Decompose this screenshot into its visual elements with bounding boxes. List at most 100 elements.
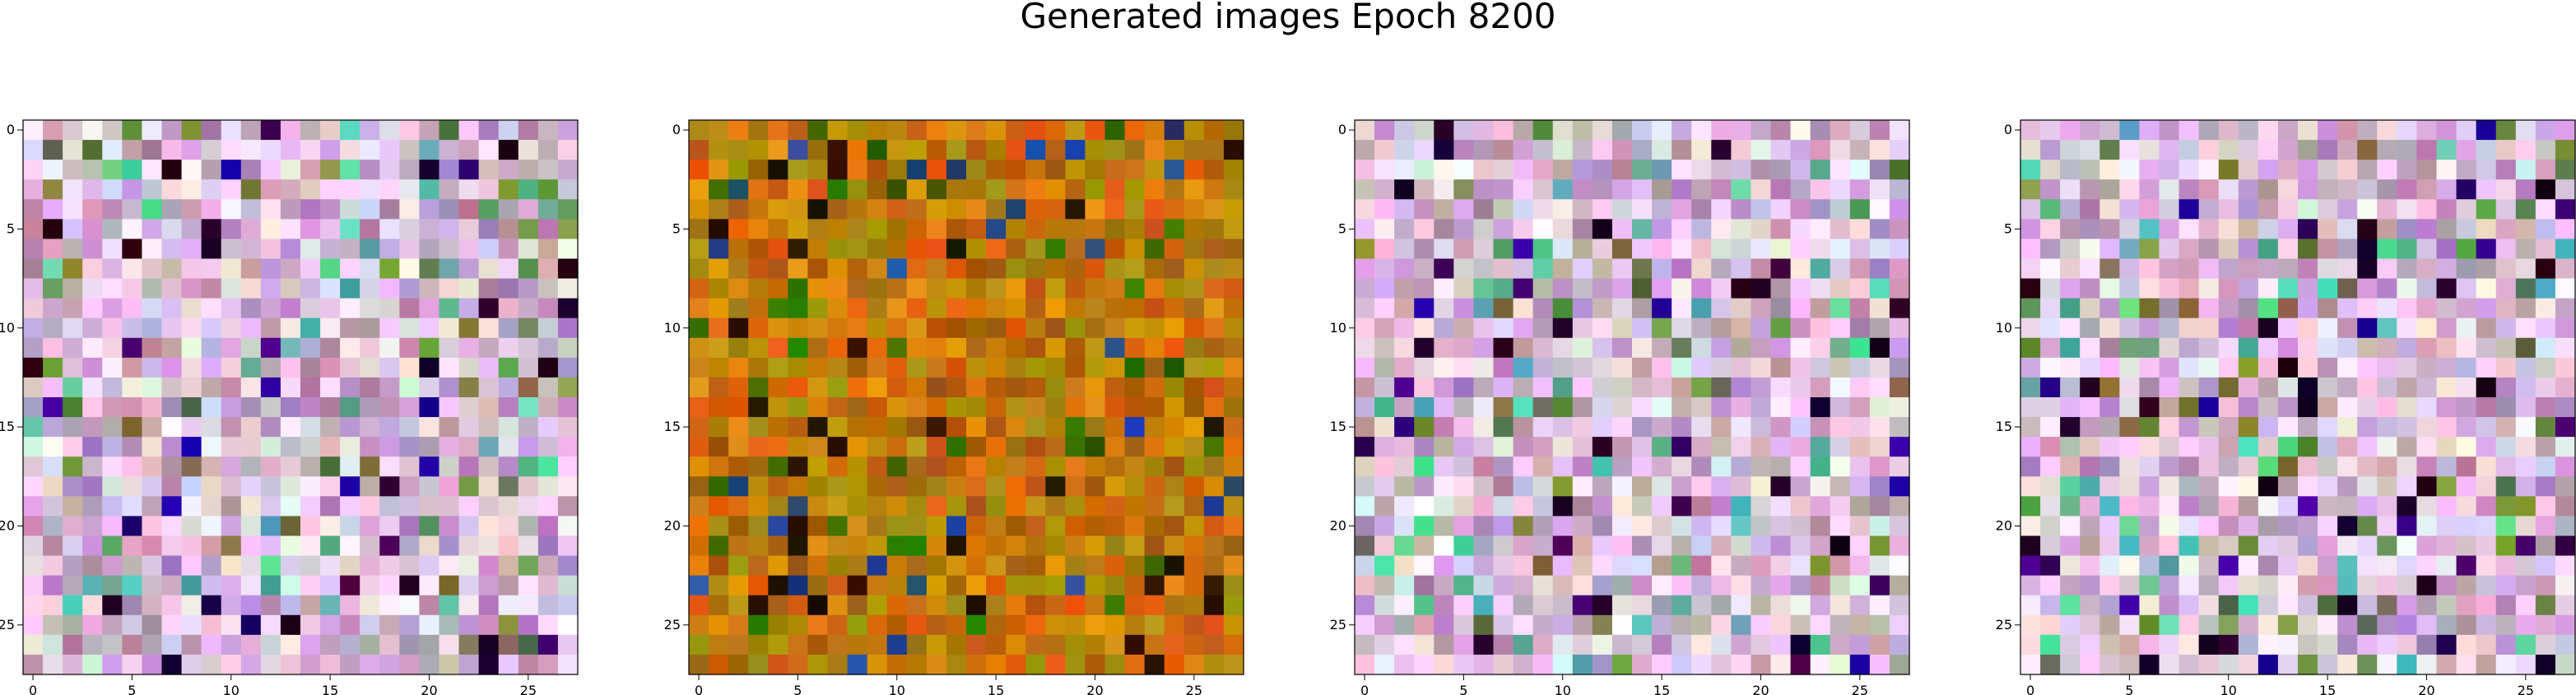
heatmap-cell [63,654,83,675]
heatmap-cell [1751,535,1772,557]
heatmap-cell [2337,614,2358,636]
heatmap-cell [1473,575,1495,596]
heatmap-cell [320,496,341,517]
heatmap-cell [1611,298,1633,319]
heatmap-cell [1183,476,1205,497]
heatmap-cell [1632,595,1653,616]
heatmap-cell [1183,397,1205,418]
heatmap-cell [2456,417,2477,438]
heatmap-cell [1045,654,1066,675]
heatmap-cell [1493,516,1514,537]
heatmap-cell [260,160,281,180]
heatmap-cell [498,317,519,339]
heatmap-cell [1810,535,1831,557]
heatmap-cell [280,417,301,438]
heatmap-cell [1493,476,1514,497]
heatmap-cell [709,595,729,616]
heatmap-cell [748,239,769,260]
heatmap-cell [2020,417,2041,438]
heatmap-cell [518,199,539,220]
heatmap-cell [1592,337,1613,359]
heatmap-cell [1493,535,1514,557]
heatmap-cell [300,120,321,141]
heatmap-cell [537,516,559,537]
heatmap-cell [142,535,163,557]
heatmap-cell [280,614,301,636]
heatmap-cell [1493,654,1514,675]
heatmap-cell [2040,160,2061,180]
heatmap-cell [847,437,868,457]
heatmap-cell [478,140,500,160]
heatmap-cell [2535,377,2556,398]
heatmap-cell [1045,140,1066,160]
heatmap-cell [1473,278,1495,299]
heatmap-cell [2555,417,2576,438]
heatmap-cell [360,160,380,180]
heatmap-cell [1711,278,1732,299]
heatmap-cell [1810,160,1831,180]
heatmap-cell [1434,140,1454,160]
heatmap-cell [2218,258,2239,280]
heatmap-cell [1355,437,1375,457]
heatmap-cell [221,239,242,260]
heatmap-cell [2277,258,2299,280]
heatmap-cell [2436,496,2457,517]
heatmap-cell [1493,219,1514,240]
heatmap-cell [1790,140,1811,160]
heatmap-cell [1065,337,1086,359]
heatmap-cell [379,654,400,675]
heatmap-cell [986,258,1007,280]
heatmap-cell [1085,417,1106,438]
heatmap-cell [2535,239,2556,260]
heatmap-cell [2476,337,2497,359]
heatmap-cell [439,239,460,260]
heatmap-cell [1085,654,1106,675]
heatmap-cell [1513,160,1534,180]
heatmap-cell [946,496,967,517]
heatmap-cell [2238,654,2259,675]
heatmap-cell [1691,278,1712,299]
heatmap-cell [63,317,83,339]
heatmap-cell [2277,535,2299,557]
heatmap-cell [2020,535,2041,557]
heatmap-cell [458,239,480,260]
heatmap-cell [399,614,421,636]
heatmap-cell [1572,258,1593,280]
heatmap-cell [419,614,440,636]
heatmap-cell [419,575,440,596]
x-tick-label: 20 [2418,683,2434,695]
heatmap-cell [1065,654,1086,675]
heatmap-cell [1164,160,1185,180]
heatmap-cell [2218,357,2239,378]
heatmap-cell [1144,357,1165,378]
heatmap-cell [1394,337,1415,359]
heatmap-cell [1223,516,1244,537]
heatmap-cell [1223,199,1244,220]
heatmap-cell [2436,614,2457,636]
heatmap-cell [1830,516,1851,537]
heatmap-cell [788,239,809,260]
heatmap-cell [1849,654,1871,675]
heatmap-cell [1632,634,1653,656]
heatmap-cell [2238,120,2259,141]
heatmap-cell [122,140,143,160]
heatmap-cell [1414,555,1434,577]
heatmap-cell [181,278,202,299]
heatmap-cell [2277,160,2299,180]
heatmap-cell [1672,160,1692,180]
heatmap-cell [2456,199,2477,220]
heatmap-cell [498,496,519,517]
heatmap-cell [1164,337,1185,359]
heatmap-cell [82,456,103,477]
heatmap-cell [1731,337,1752,359]
heatmap-cell [399,199,421,220]
heatmap-cell [1572,239,1593,260]
heatmap-cell [1144,456,1165,477]
heatmap-cell [102,278,123,299]
heatmap-cell [1203,595,1225,616]
heatmap-cell [1473,179,1495,200]
heatmap-cell [300,160,321,180]
heatmap-cell [43,555,63,577]
heatmap-cell [1869,397,1890,418]
